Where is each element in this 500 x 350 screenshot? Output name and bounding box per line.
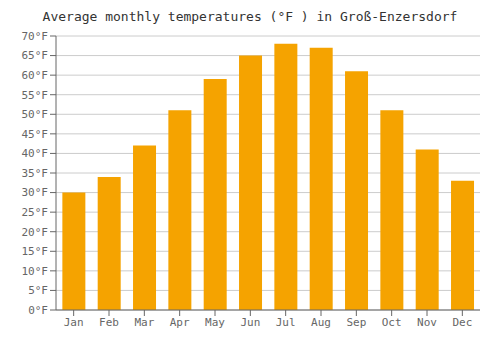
svg-text:70°F: 70°F [22,30,49,43]
svg-text:60°F: 60°F [22,69,49,82]
svg-text:Oct: Oct [382,316,402,329]
svg-text:45°F: 45°F [22,128,49,141]
svg-text:Jan: Jan [64,316,84,329]
svg-text:15°F: 15°F [22,245,49,258]
svg-text:Nov: Nov [417,316,437,329]
svg-text:0°F: 0°F [28,304,48,317]
svg-text:Aug: Aug [311,316,331,329]
svg-text:30°F: 30°F [22,186,49,199]
svg-text:10°F: 10°F [22,265,49,278]
svg-text:Apr: Apr [170,316,190,329]
svg-text:Jun: Jun [240,316,260,329]
svg-text:Feb: Feb [99,316,119,329]
svg-text:20°F: 20°F [22,226,49,239]
svg-text:Mar: Mar [134,316,154,329]
svg-text:May: May [205,316,225,329]
svg-text:65°F: 65°F [22,49,49,62]
svg-text:Jul: Jul [276,316,296,329]
svg-text:5°F: 5°F [28,284,48,297]
svg-text:40°F: 40°F [22,147,49,160]
svg-text:25°F: 25°F [22,206,49,219]
svg-text:Sep: Sep [346,316,366,329]
svg-text:Dec: Dec [452,316,472,329]
svg-text:50°F: 50°F [22,108,49,121]
html-text:Average monthly temperatures (: Average monthly temperatures (°F ) in Gr… [42,9,458,24]
svg-text:35°F: 35°F [22,167,49,180]
svg-text:55°F: 55°F [22,89,49,102]
